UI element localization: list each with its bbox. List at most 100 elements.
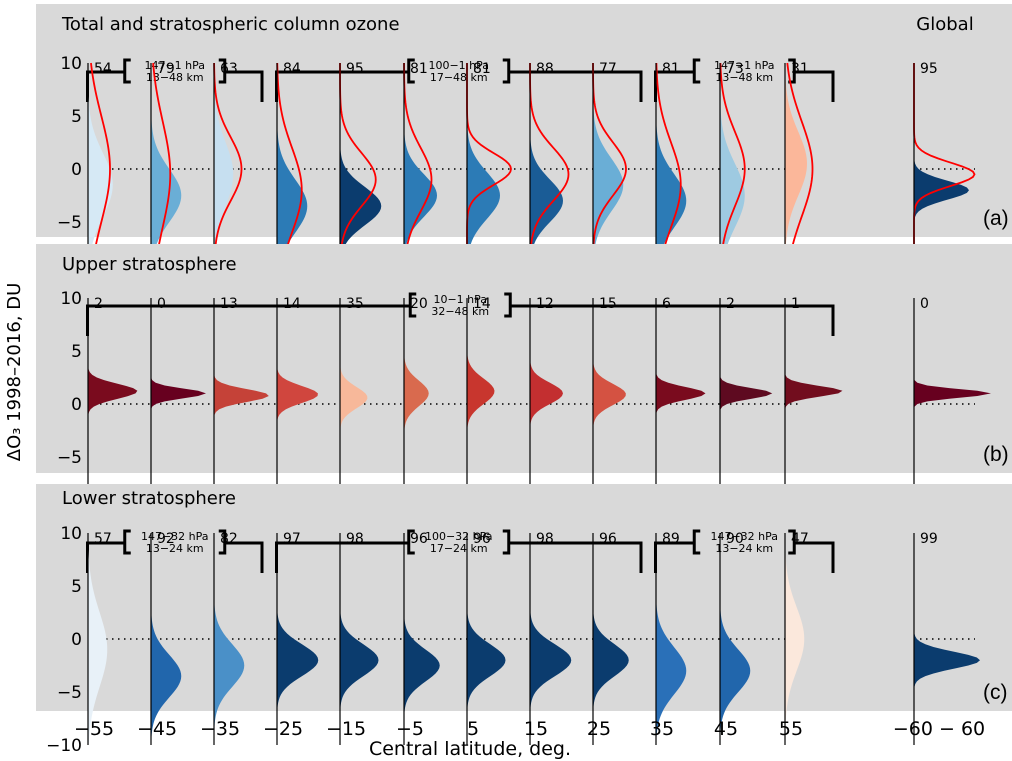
x-tick-label: 55 [779,718,803,740]
panel-a: Total and stratospheric column ozone Glob… [36,4,1012,286]
prior-curve [655,62,682,276]
panel-right-title: Global [916,14,973,35]
bracket-right-brace [218,58,227,84]
prior-curve [786,62,814,276]
x-tick-label: −25 [263,718,303,740]
panel-title: Upper stratosphere [62,254,237,275]
positive-percent-label: 96 [473,531,491,547]
bracket-right-brace [504,292,512,318]
positive-percent-label: 12 [536,296,554,312]
bracket-pressure-label: 10−1 hPa [433,293,487,306]
violin-fill [530,298,563,510]
positive-percent-label: 35 [346,296,364,312]
positive-percent-label: 95 [920,61,938,77]
x-tick-label: −45 [137,718,177,740]
positive-percent-label: 14 [283,296,301,312]
prior-curve [403,62,433,276]
panels: Total and stratospheric column ozone Glob… [36,4,1012,756]
violin-fill [467,533,506,745]
violin-fill [467,63,500,275]
violin-fill [340,533,379,745]
panel-letter: (b) [983,443,1009,466]
positive-percent-label: 31 [791,61,809,77]
violin-2: 13 [213,296,269,510]
prior-curve [719,62,746,276]
positive-percent-label: 98 [536,531,554,547]
violin-fill [593,533,629,745]
bracket-altitude-label: 17−48 km [430,71,488,84]
positive-percent-label: 99 [920,531,938,547]
violin-3: 97 [276,531,319,745]
positive-percent-label: 82 [220,531,238,547]
violin-fill [785,63,807,275]
positive-percent-label: 90 [726,531,744,547]
positive-percent-label: 92 [157,531,175,547]
x-tick-labels: −55 −45 −35 −25 −15 −5 5 15 25 35 45 55 −60 − 60 [74,718,985,740]
bracket-right-brace [502,58,511,84]
violin-fill [88,63,113,275]
positive-percent-label: 57 [94,531,112,547]
bracket-left-brace [407,58,415,84]
violin-fill [656,298,706,510]
bracket-right-brace [502,529,511,555]
violin-5: 20 [403,296,429,510]
violin-12: 0 [913,296,991,510]
violin-fill [404,298,429,510]
y-tick-label: 5 [71,342,82,362]
x-tick-label: −55 [74,718,114,740]
positive-percent-label: 0 [920,296,929,312]
violin-5: 96 [403,531,440,745]
violin-9: 6 [655,296,706,510]
positive-percent-label: 88 [536,61,554,77]
positive-percent-label: 63 [220,61,238,77]
bracket-left-brace [407,529,415,555]
bracket-altitude-label: 13−48 km [146,71,204,84]
panel-title: Total and stratospheric column ozone [61,14,400,35]
positive-percent-label: 47 [791,531,809,547]
positive-percent-label: 96 [599,531,617,547]
positive-percent-label: 97 [283,531,301,547]
bracket-left-brace [123,529,131,555]
bracket-altitude-label: 32−48 km [431,305,489,318]
bracket-altitude-label: 13−24 km [715,542,773,555]
panel-background [36,244,1012,473]
violin-12: 99 [913,531,980,745]
x-axis-label: Central latitude, deg. [369,738,571,760]
prior-curve [592,62,627,276]
panel-letter: (c) [983,681,1008,704]
panel-title: Lower stratosphere [62,488,236,509]
y-tick-label: −5 [57,448,82,468]
positive-percent-label: 81 [410,61,428,77]
violin-fill [214,533,245,745]
violin-fill [340,298,368,510]
violin-fill [88,533,108,745]
violin-2: 82 [213,531,245,745]
x-tick-label: −15 [326,718,366,740]
x-tick-label: 45 [714,718,738,740]
y-tick-label: 10 [60,524,82,544]
panel-background [36,484,1012,711]
x-tick-label: 25 [587,718,611,740]
violin-fill [404,533,440,745]
violin-1: 92 [150,531,182,745]
bracket-right-arm [794,541,835,573]
y-tick-label: 5 [71,577,82,597]
violin-8: 15 [592,296,626,510]
violin-fill [593,298,626,510]
positive-percent-label: 79 [157,61,175,77]
violin-fill [720,63,745,275]
positive-percent-label: 54 [94,61,112,77]
bracket-pressure-label: 100−32 hPa [425,530,493,543]
positive-percent-label: 98 [346,531,364,547]
positive-percent-label: 13 [220,296,238,312]
positive-percent-label: 77 [599,61,617,77]
violin-fill [277,533,319,745]
positive-percent-label: 15 [599,296,617,312]
positive-percent-label: 20 [410,296,428,312]
x-tick-label: −35 [200,718,240,740]
y-tick-label: 10 [60,289,82,309]
